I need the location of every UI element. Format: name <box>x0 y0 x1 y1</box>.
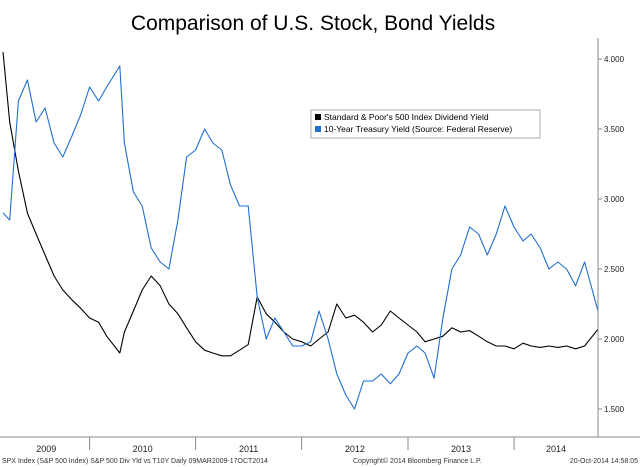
y-tick-label: 1.500 <box>604 405 625 414</box>
x-tick-label: 2010 <box>133 444 153 454</box>
x-axis: 2009 2010 2011 2012 2013 2014 <box>0 436 640 454</box>
y-tick-label: 2.000 <box>604 335 625 344</box>
legend-swatch-dividend-yield <box>315 114 321 120</box>
y-axis: 1.500 2.000 2.500 3.000 3.500 4.000 <box>597 38 625 437</box>
y-tick-label: 2.500 <box>604 265 625 274</box>
chart-title: Comparison of U.S. Stock, Bond Yields <box>131 12 495 35</box>
plot-area <box>2 51 599 410</box>
legend-label-treasury-yield: 10-Year Treasury Yield (Source: Federal … <box>324 124 512 134</box>
footer-source: SPX Index (S&P 500 Index) S&P 500 Div Yl… <box>2 458 268 465</box>
x-tick-label: 2009 <box>36 444 56 454</box>
x-tick-label: 2014 <box>546 444 566 454</box>
legend-box <box>310 109 541 139</box>
legend: Standard & Poor's 500 Index Dividend Yie… <box>310 109 541 139</box>
series-line-treasury-yield <box>2 65 599 410</box>
series-line-dividend-yield <box>2 51 599 357</box>
y-tick-label: 3.000 <box>604 195 625 204</box>
x-tick-label: 2011 <box>239 444 258 454</box>
footer-timestamp: 20-Oct-2014 14:58:05 <box>570 458 638 465</box>
y-tick-label: 4.000 <box>604 55 625 64</box>
legend-swatch-treasury-yield <box>315 126 321 132</box>
footer-copyright: Copyright© 2014 Bloomberg Finance L.P. <box>353 457 482 465</box>
x-tick-label: 2012 <box>345 444 365 454</box>
footer: SPX Index (S&P 500 Index) S&P 500 Div Yl… <box>2 457 638 465</box>
x-tick-label: 2013 <box>451 444 471 454</box>
legend-label-dividend-yield: Standard & Poor's 500 Index Dividend Yie… <box>324 112 489 122</box>
y-tick-label: 3.500 <box>604 125 625 134</box>
